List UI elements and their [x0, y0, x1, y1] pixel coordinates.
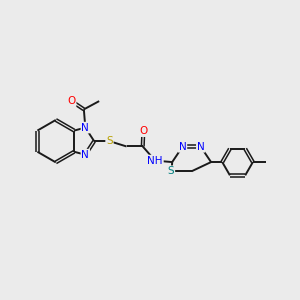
Text: N: N [82, 123, 89, 133]
Text: NH: NH [147, 156, 163, 166]
Text: N: N [178, 142, 186, 152]
Text: O: O [139, 126, 148, 136]
Text: N: N [197, 142, 205, 152]
Text: S: S [106, 136, 113, 146]
Text: S: S [168, 166, 174, 176]
Text: O: O [68, 96, 76, 106]
Text: N: N [82, 150, 89, 160]
